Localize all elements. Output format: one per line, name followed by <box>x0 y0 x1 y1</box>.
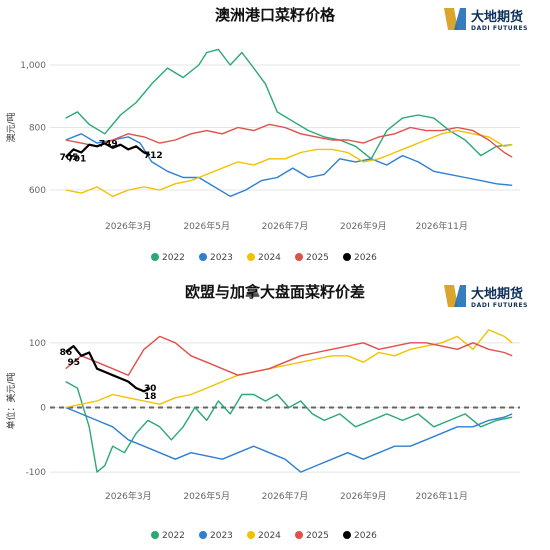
legend-marker-2022 <box>151 531 159 539</box>
y-tick-label: 800 <box>29 124 46 134</box>
y-tick-label: 0 <box>40 403 46 413</box>
legend-label-2025: 2025 <box>306 253 329 263</box>
data-label: 95 <box>68 358 81 368</box>
chart-title: 澳洲港口菜籽价格 <box>215 6 336 24</box>
x-tick-label: 2026年5月 <box>183 220 230 232</box>
legend-label-2026: 2026 <box>354 253 377 263</box>
logo-mark-gold <box>444 8 458 30</box>
data-label: 705 <box>60 153 79 163</box>
y-axis-label: 澳元/吨 <box>5 112 17 142</box>
y-tick-label: 600 <box>29 186 46 196</box>
series-line-2025 <box>65 335 513 376</box>
y-tick-label: -100 <box>26 468 47 478</box>
logo-mark-gold <box>444 285 458 307</box>
x-tick-label: 2026年9月 <box>340 490 387 502</box>
series-line-2024 <box>65 329 513 409</box>
data-label: 712 <box>144 151 163 161</box>
brand-subtitle: DADI FUTURES <box>471 302 528 309</box>
legend-marker-2026 <box>343 253 351 261</box>
data-label: 86 <box>60 348 73 358</box>
legend-label-2024: 2024 <box>258 531 281 541</box>
series-line-2026 <box>64 142 151 158</box>
data-label: 18 <box>144 392 157 402</box>
panel-eu-canada-spread: 欧盟与加拿大盘面菜籽价差 大地期货 DADI FUTURES -100 0 100 2026… <box>0 275 550 545</box>
series-line-2024 <box>65 129 513 197</box>
legend-marker-2023 <box>199 253 207 261</box>
brand-name: 大地期货 <box>471 286 523 302</box>
y-axis-label: 单位：美元/吨 <box>5 372 17 429</box>
legend-label-2024: 2024 <box>258 253 281 263</box>
chart-title: 欧盟与加拿大盘面菜籽价差 <box>185 283 365 301</box>
data-label: 701 <box>68 154 87 164</box>
brand-name: 大地期货 <box>471 9 523 25</box>
legend-label-2025: 2025 <box>306 531 329 541</box>
legend-marker-2024 <box>247 531 255 539</box>
brand-subtitle: DADI FUTURES <box>471 25 528 32</box>
legend-marker-2024 <box>247 253 255 261</box>
x-tick-label: 2026年11月 <box>415 490 467 502</box>
legend-label-2022: 2022 <box>162 531 185 541</box>
x-tick-label: 2026年9月 <box>340 220 387 232</box>
legend-label-2022: 2022 <box>162 253 185 263</box>
legend-marker-2022 <box>151 253 159 261</box>
series-line-2023 <box>65 133 513 197</box>
legend-marker-2025 <box>295 531 303 539</box>
data-label: 749 <box>99 139 118 149</box>
legend-marker-2025 <box>295 253 303 261</box>
x-tick-label: 2026年7月 <box>262 490 309 502</box>
x-tick-label: 2026年5月 <box>183 490 230 502</box>
x-tick-label: 2026年7月 <box>262 220 309 232</box>
series-line-2022 <box>65 48 513 160</box>
legend-label-2026: 2026 <box>354 531 377 541</box>
series-line-2025 <box>65 123 513 158</box>
series-line-2022 <box>65 380 513 473</box>
x-tick-label: 2026年3月 <box>105 490 152 502</box>
panel-australia-rapeseed: 澳洲港口菜籽价格 大地期货 DADI FUTURES 600 800 1,000 2026年… <box>0 0 550 270</box>
x-tick-label: 2026年11月 <box>415 220 467 232</box>
y-tick-label: 100 <box>29 339 46 349</box>
y-tick-label: 1,000 <box>20 61 46 71</box>
data-label: 30 <box>144 384 157 394</box>
series-line-2023 <box>65 406 513 473</box>
legend-label-2023: 2023 <box>210 253 233 263</box>
legend-label-2023: 2023 <box>210 531 233 541</box>
series-line-2026 <box>65 345 151 393</box>
legend-marker-2026 <box>343 531 351 539</box>
legend-marker-2023 <box>199 531 207 539</box>
logo-mark-blue <box>454 285 466 307</box>
logo-mark-blue <box>454 8 466 30</box>
x-tick-label: 2026年3月 <box>105 220 152 232</box>
